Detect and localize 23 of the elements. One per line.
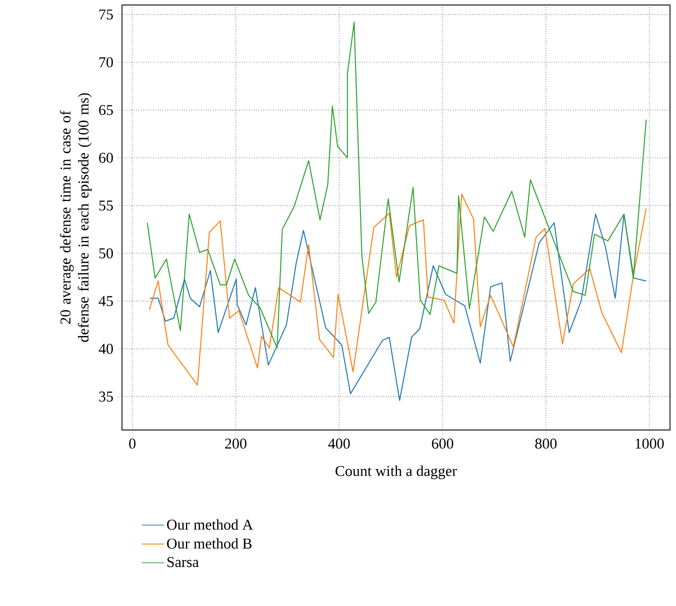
line-series: [146, 22, 647, 348]
y-tick-label: 45: [98, 296, 113, 306]
x-tick-label: 800: [535, 438, 557, 449]
y-tick-label: 70: [99, 57, 113, 68]
y-tick-label: 50: [99, 248, 113, 258]
y-tick-label: 65: [99, 105, 113, 116]
x-tick-label: 400: [328, 438, 350, 449]
legend-label: Our method B: [167, 538, 252, 549]
y-tick-label: 40: [98, 344, 113, 354]
x-axis-title: Count with a dagger: [336, 466, 457, 480]
x-tick-label: 200: [225, 438, 246, 449]
line-series: [148, 194, 647, 386]
x-tick-label: 600: [432, 438, 454, 449]
line-series: [149, 214, 647, 401]
legend-label: Our method A: [167, 519, 253, 530]
y-tick-label: 75: [99, 10, 113, 20]
y-axis-title: 20 average defense time in case of defense failure in each episode (100 ms): [60, 93, 92, 342]
y-tick-label: 60: [99, 152, 113, 163]
x-tick-label: 0: [129, 438, 136, 449]
legend-label: Sarsa: [167, 557, 199, 568]
y-tick-label: 35: [99, 392, 113, 402]
y-tick-label: 55: [99, 200, 113, 211]
x-tick-label: 1000: [636, 438, 664, 449]
